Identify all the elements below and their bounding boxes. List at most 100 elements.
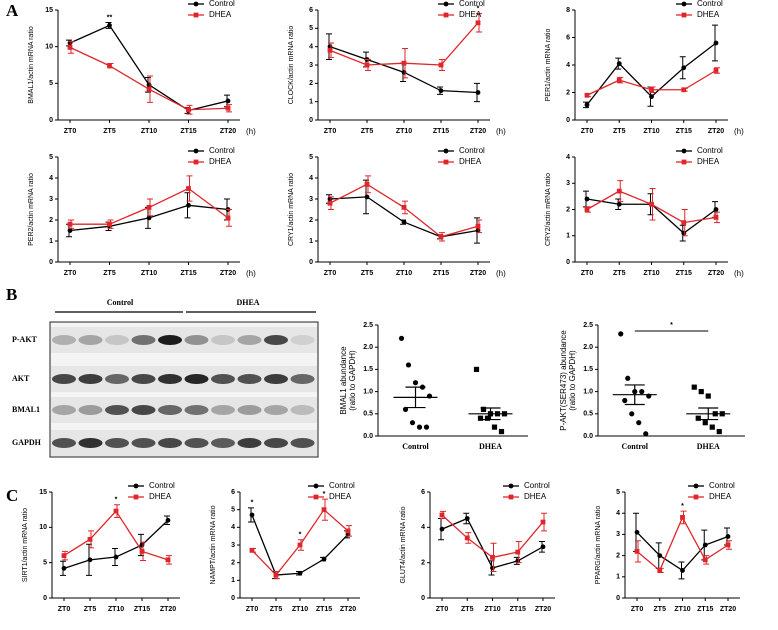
y-tick-label: 4 (231, 524, 235, 531)
x-tick-label: ZT0 (631, 606, 644, 613)
data-point (634, 529, 640, 535)
significance-label: * (323, 491, 326, 498)
blot-band (52, 438, 76, 448)
y-tick-label: 2 (309, 217, 313, 224)
data-point (409, 420, 416, 426)
data-point (249, 512, 255, 518)
y-axis-label: CLOCK/actin mRNA ratio (288, 26, 295, 105)
y-tick-label: 0 (49, 259, 53, 266)
x-axis-label: (h) (496, 127, 506, 136)
y-tick-label: 1.0 (363, 388, 373, 395)
y-tick-label: 6 (231, 489, 235, 496)
x-tick-label: ZT20 (160, 606, 176, 613)
data-point (297, 542, 303, 548)
x-tick-label: ZT15 (510, 606, 526, 613)
data-point (364, 62, 370, 68)
data-point (67, 228, 73, 233)
x-tick-label: ZT15 (316, 606, 332, 613)
blot-band (237, 374, 262, 384)
data-point (681, 65, 687, 71)
western-blot: Control DHEA P-AKT AKT BMAL1 GAPDH (12, 298, 316, 447)
y-tick-label: 0 (566, 259, 570, 266)
legend-marker (193, 1, 199, 7)
data-point (629, 411, 635, 417)
blot-band (211, 438, 235, 448)
blot-group-label: Control (107, 298, 134, 307)
blot-group-label: DHEA (236, 298, 259, 307)
legend-marker (508, 494, 514, 500)
y-tick-label: 2 (49, 217, 53, 224)
legend-marker (193, 159, 199, 165)
y-axis-label: SIRT1/actin mRNA ratio (22, 508, 29, 582)
data-point (680, 515, 685, 520)
blot-band (184, 405, 209, 415)
data-point (401, 219, 407, 225)
y-tick-label: 2 (309, 80, 313, 87)
data-point (186, 202, 191, 208)
legend-marker (313, 483, 319, 489)
data-point (416, 424, 423, 430)
x-tick-label: ZT20 (470, 270, 486, 277)
y-tick-label: 6 (421, 489, 425, 496)
y-tick-label: 6 (566, 34, 570, 41)
data-point (327, 200, 333, 206)
x-tick-label: ZT20 (535, 606, 551, 613)
x-tick-label: ZT0 (436, 606, 449, 613)
x-tick-label: ZT10 (141, 270, 157, 277)
series-line (441, 514, 544, 559)
legend-label: DHEA (329, 492, 352, 501)
y-axis-label: (ratio to GAPDH) (568, 350, 577, 411)
data-point (634, 548, 640, 554)
y-axis-label: NAMPT/actin mRNA ratio (210, 505, 217, 584)
y-tick-label: 8 (566, 7, 570, 14)
legend-label: Control (329, 481, 355, 490)
legend-marker (508, 483, 514, 489)
y-tick-label: 1 (616, 574, 620, 581)
x-tick-label: ZT20 (708, 270, 724, 277)
data-point (438, 62, 444, 68)
data-point (625, 375, 631, 381)
blot-band (105, 374, 129, 384)
x-tick-label: ZT10 (396, 270, 412, 277)
data-point (680, 568, 685, 573)
y-tick-label: 4 (566, 62, 570, 69)
x-tick-label: ZT15 (676, 270, 692, 277)
significance-label: * (477, 6, 480, 13)
data-point (146, 82, 152, 88)
legend-label: DHEA (209, 157, 232, 166)
significance-label: * (670, 322, 673, 329)
data-point (713, 214, 719, 220)
series-line (329, 196, 479, 238)
x-tick-label: ZT0 (324, 128, 337, 135)
blot-band (52, 335, 76, 345)
y-tick-label: 1 (309, 238, 313, 245)
legend-label: Control (524, 481, 550, 490)
data-point (649, 87, 654, 93)
blot-band (131, 374, 156, 384)
y-tick-label: 0.5 (363, 411, 373, 418)
data-point (146, 205, 152, 210)
error-bar (405, 386, 426, 409)
data-point (439, 526, 445, 532)
x-tick-label: ZT5 (613, 128, 626, 135)
y-tick-label: 1 (566, 233, 570, 240)
y-tick-label: 1.5 (363, 366, 373, 373)
blot-band (264, 438, 288, 448)
legend-marker (193, 12, 199, 18)
x-tick-label: ZT0 (58, 606, 71, 613)
data-point (616, 188, 622, 194)
blot-band (211, 374, 235, 384)
x-tick-label: DHEA (479, 442, 502, 451)
blot-band (184, 335, 209, 345)
x-tick-label: ZT5 (613, 270, 626, 277)
significance-label: * (299, 532, 302, 539)
blot-band (211, 335, 235, 345)
data-point (67, 45, 73, 50)
data-point (681, 230, 687, 236)
data-point (657, 553, 663, 558)
significance-label: * (251, 500, 254, 507)
legend-label: DHEA (697, 157, 720, 166)
blot-band (131, 405, 156, 415)
blot-row-label: BMAL1 (12, 405, 40, 414)
y-tick-label: 5 (43, 560, 47, 567)
